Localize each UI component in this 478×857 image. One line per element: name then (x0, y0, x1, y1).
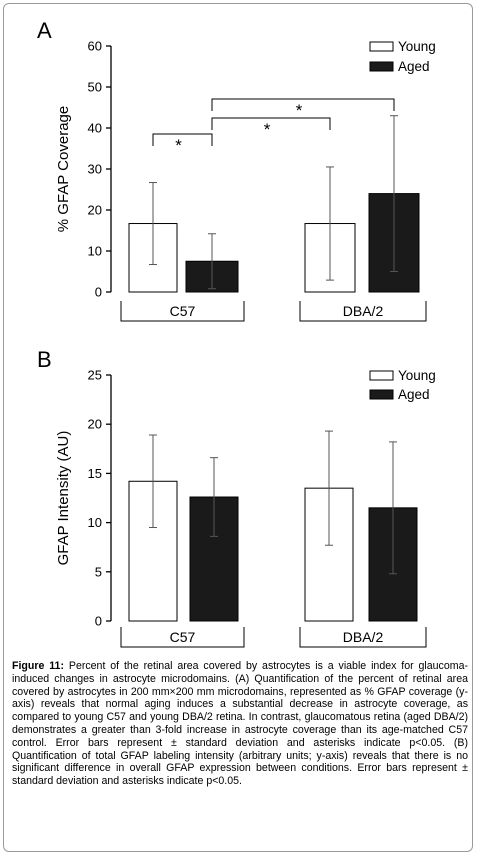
significance-bracket (211, 98, 395, 111)
legend-swatch (369, 389, 394, 400)
y-tick-label: 20 (88, 203, 102, 218)
legend-label: Young (398, 368, 436, 383)
y-axis-label: % GFAP Coverage (55, 106, 72, 232)
caption-label: Figure 11: (12, 660, 64, 672)
group-bracket (299, 301, 427, 322)
y-tick-label: 0 (95, 285, 102, 300)
y-tick-label: 15 (88, 466, 102, 481)
caption-text: Percent of the retinal area covered by a… (12, 660, 468, 788)
group-bracket (120, 627, 245, 648)
group-label: DBA/2 (343, 303, 384, 319)
group-bracket (120, 301, 245, 322)
group-label: C57 (170, 303, 196, 319)
legend-label: Aged (398, 59, 430, 74)
y-tick-label: 10 (88, 515, 102, 530)
significance-bracket (152, 133, 213, 146)
y-tick-label: 0 (95, 614, 102, 629)
group-bracket (299, 627, 427, 648)
legend-label: Young (398, 39, 436, 54)
y-tick-label: 60 (88, 39, 102, 54)
y-tick-label: 50 (88, 80, 102, 95)
figure-caption: Figure 11: Percent of the retinal area c… (12, 660, 468, 788)
figure-frame (3, 3, 473, 852)
legend-label: Aged (398, 387, 430, 402)
significance-star: * (264, 120, 271, 139)
legend-swatch (369, 61, 394, 72)
y-tick-label: 5 (95, 564, 102, 579)
y-tick-label: 25 (88, 368, 102, 383)
y-axis-label: GFAP Intensity (AU) (55, 431, 72, 566)
significance-star: * (296, 101, 303, 120)
group-label: DBA/2 (343, 629, 384, 645)
y-tick-label: 40 (88, 121, 102, 136)
legend-swatch (369, 41, 394, 52)
y-tick-label: 10 (88, 244, 102, 259)
panel-label: B (37, 347, 52, 372)
y-tick-label: 20 (88, 417, 102, 432)
significance-bracket (211, 117, 331, 130)
y-tick-label: 30 (88, 162, 102, 177)
legend-swatch (369, 370, 394, 381)
panel-label: A (37, 18, 52, 43)
significance-star: * (175, 136, 182, 155)
group-label: C57 (170, 629, 196, 645)
